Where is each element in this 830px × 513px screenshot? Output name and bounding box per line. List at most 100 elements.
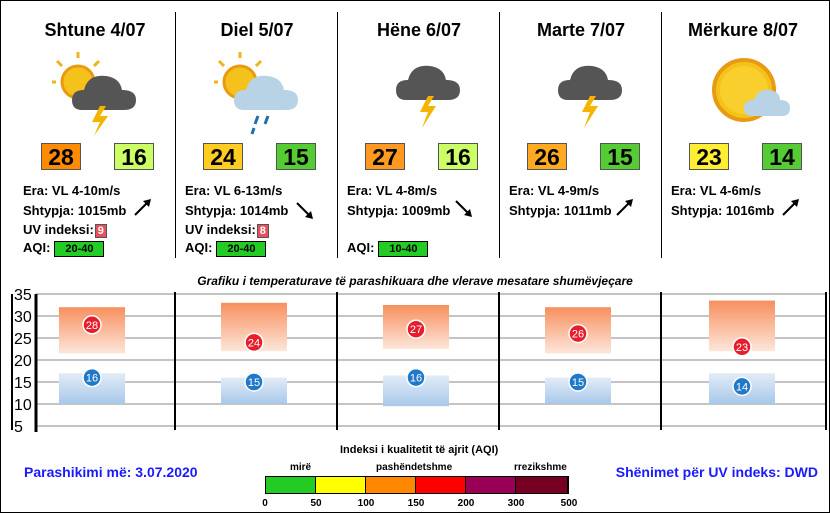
sun-cloud-rain-icon (214, 52, 298, 135)
forecast-date: Parashikimi më: 3.07.2020 (24, 464, 198, 480)
column-divider (175, 12, 176, 258)
aqi-category-hazardous: rrezikshme (514, 462, 567, 473)
day-column-3: Hëne 6/07 27 16 Era: VL 4-8m/s Shtypja: … (338, 0, 500, 262)
aqi-tick-label: 100 (357, 498, 375, 509)
aqi-tick-label: 500 (560, 498, 578, 509)
max-temp-point (82, 315, 102, 335)
day-title: Hëne 6/07 (376, 20, 462, 40)
uv-row: UV indeksi: 8 (185, 222, 269, 238)
y-tick-label: 20 (14, 353, 32, 370)
y-tick-label: 30 (14, 309, 32, 326)
max-temp-label: 27 (410, 324, 422, 336)
uv-badge: 9 (94, 224, 107, 238)
pressure-text: Shtypja: 1016mb (671, 203, 775, 218)
max-temp-label: 28 (86, 320, 98, 332)
column-divider (337, 12, 338, 258)
min-temp-label: 16 (410, 373, 422, 385)
column-divider (661, 12, 662, 258)
aqi-row: AQI: 10-40 (347, 240, 429, 257)
arrow-northeast-icon (616, 199, 633, 216)
aqi-color-segment (316, 477, 366, 493)
uv-label: UV indeksi: (185, 222, 256, 237)
uv-row: UV indeksi: 9 (23, 222, 107, 238)
min-temp-label: 15 (572, 377, 584, 389)
day-title: Diel 5/07 (220, 20, 294, 40)
pressure-text: Shtypja: 1015mb (23, 203, 127, 218)
max-temp-point (732, 337, 752, 357)
uv-badge: 8 (256, 224, 269, 238)
aqi-legend-title: Indeksi i kualitetit të ajrit (AQI) (340, 444, 499, 456)
min-temp-label: 15 (248, 377, 260, 389)
max-temp-label: 23 (736, 342, 748, 354)
wind-text: Era: VL 4-9m/s (509, 183, 600, 198)
aqi-tick-label: 150 (407, 498, 425, 509)
max-temp-point (406, 319, 426, 339)
max-temp-box: 27 (365, 143, 405, 170)
aqi-tick-label: 300 (507, 498, 525, 509)
min-temp-label: 14 (736, 381, 748, 393)
aqi-badge: 20-40 (216, 241, 267, 257)
max-temp-box: 26 (527, 143, 567, 170)
aqi-color-segment (516, 477, 568, 493)
y-tick-label: 25 (14, 331, 32, 348)
column-divider (499, 12, 500, 258)
max-temp-box: 24 (203, 143, 243, 170)
aqi-tick-label: 200 (457, 498, 475, 509)
day-column-1: Shtune 4/07 28 16 Era: VL 4-10m/s Shtypj… (14, 0, 176, 262)
arrow-northeast-icon (134, 199, 151, 216)
min-temp-label: 16 (86, 373, 98, 385)
min-temp-box: 15 (600, 143, 640, 170)
pressure-text: Shtypja: 1011mb (509, 203, 612, 218)
aqi-row: AQI: 20-40 (185, 240, 267, 257)
max-temp-box: 28 (41, 143, 81, 170)
max-temp-label: 26 (572, 329, 584, 341)
min-temp-box: 15 (276, 143, 316, 170)
min-temp-point (568, 372, 588, 392)
aqi-color-segment (266, 477, 316, 493)
arrow-southeast-icon (455, 200, 472, 217)
day-column-2: Diel 5/07 24 15 Era: VL 6-13m/s Shtypja:… (176, 0, 338, 262)
aqi-color-segment (366, 477, 416, 493)
pressure-text: Shtypja: 1009mb (347, 203, 451, 218)
sun-cloud-icon (712, 58, 790, 122)
aqi-tick-label: 0 (262, 498, 268, 509)
y-tick-label: 10 (14, 397, 32, 414)
chart-y-axis: 35 30 25 20 15 10 5 (14, 287, 32, 436)
cloud-thunder-icon (396, 65, 460, 128)
min-temp-point (244, 372, 264, 392)
aqi-color-segment (416, 477, 466, 493)
aqi-category-good: mirë (290, 462, 312, 473)
max-temp-label: 24 (248, 337, 260, 349)
arrow-southeast-icon (296, 202, 313, 219)
min-temp-point (82, 367, 102, 388)
temperature-chart: 28 16 24 15 27 16 26 15 23 14 35 30 25 20 15 10 5 (11, 287, 827, 436)
aqi-badge: 20-40 (54, 241, 105, 257)
uv-source-note: Shënimet për UV indeks: DWD (615, 464, 818, 480)
aqi-tick-label: 50 (310, 498, 322, 509)
arrow-northeast-icon (782, 199, 799, 216)
day-column-5: Mërkure 8/07 23 14 Era: VL 4-6m/s Shtypj… (662, 0, 824, 262)
min-temp-point (732, 376, 752, 397)
wind-text: Era: VL 4-8m/s (347, 183, 438, 198)
aqi-label: AQI: (23, 240, 51, 255)
sun-cloud-thunder-icon (52, 52, 136, 136)
day-title: Marte 7/07 (536, 20, 626, 40)
chart-title: Grafiku i temperaturave të parashikuara … (197, 274, 633, 288)
aqi-color-scale (265, 476, 569, 494)
pressure-text: Shtypja: 1014mb (185, 203, 289, 218)
aqi-badge: 10-40 (378, 241, 429, 257)
cloud-thunder-icon (558, 65, 622, 128)
max-temp-point (568, 323, 588, 344)
uv-label: UV indeksi: (23, 222, 94, 237)
y-tick-label: 5 (14, 419, 23, 436)
min-temp-point (406, 367, 426, 388)
wind-text: Era: VL 4-10m/s (23, 183, 121, 198)
wind-text: Era: VL 6-13m/s (185, 183, 283, 198)
aqi-category-unhealthy: pashëndetshme (376, 462, 453, 473)
aqi-label: AQI: (185, 240, 213, 255)
day-title: Mërkure 8/07 (687, 20, 799, 40)
chart-bars: 28 16 24 15 27 16 26 15 23 14 (59, 300, 775, 407)
day-column-4: Marte 7/07 26 15 Era: VL 4-9m/s Shtypja:… (500, 0, 662, 262)
min-temp-box: 16 (114, 143, 154, 170)
y-tick-label: 35 (14, 287, 32, 304)
